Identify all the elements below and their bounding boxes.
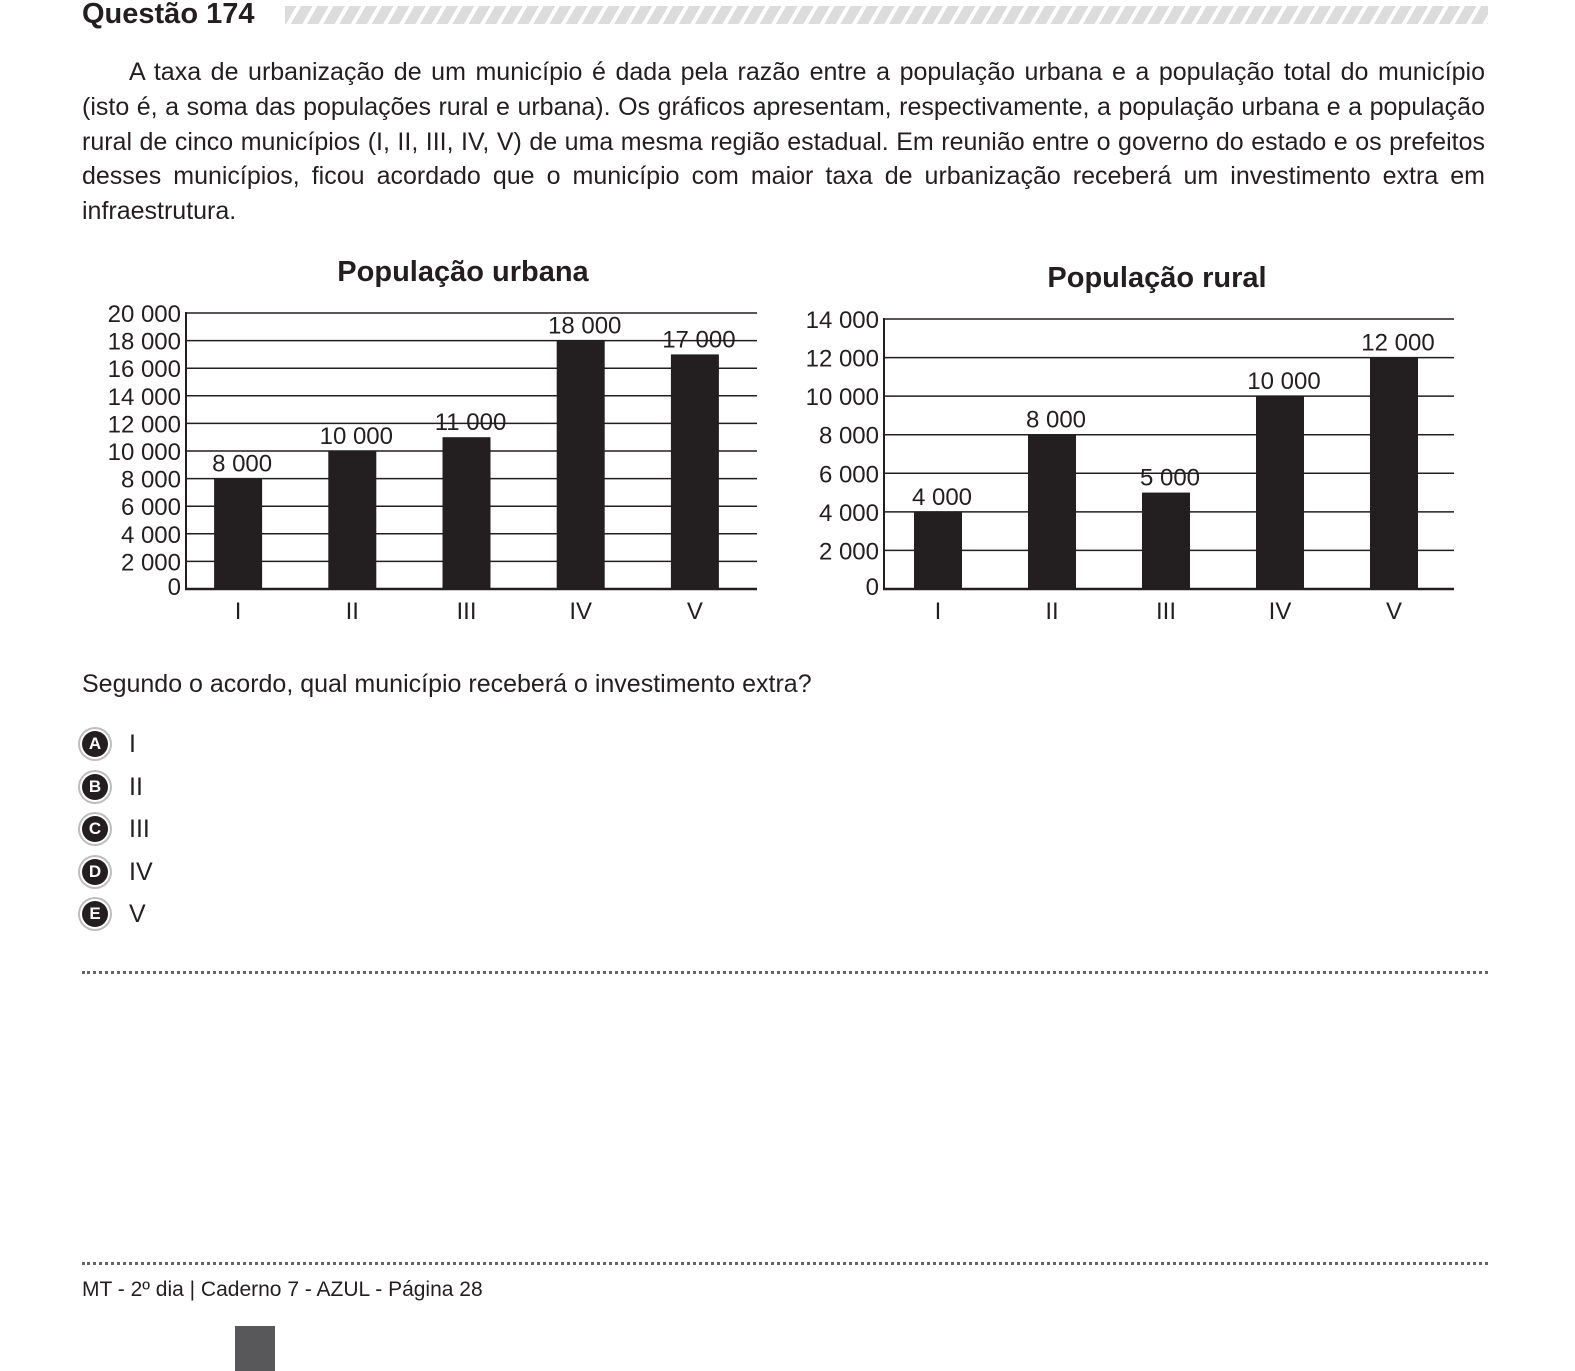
x-tick-label: III [456, 598, 476, 625]
x-tick-label: IV [569, 598, 592, 625]
y-tick-label: 8 000 [121, 467, 181, 494]
option-c[interactable]: C III [82, 813, 153, 856]
x-tick-label: III [1156, 598, 1176, 625]
question-title: Questão 174 [82, 0, 255, 30]
section-divider [82, 971, 1488, 974]
bar-value-label: 5 000 [1140, 465, 1200, 492]
bar [1256, 396, 1304, 589]
y-tick-label: 6 000 [819, 461, 879, 488]
bar [1370, 357, 1418, 589]
bar [214, 478, 263, 589]
x-tick-label: V [687, 598, 703, 625]
x-tick-label: I [235, 598, 242, 625]
x-tick-label: I [935, 598, 942, 625]
option-text: III [129, 815, 150, 843]
x-tick-label: II [346, 598, 359, 625]
bar-value-label: 17 000 [662, 326, 735, 353]
y-tick-label: 0 [866, 574, 879, 601]
y-tick-label: 14 000 [806, 307, 879, 334]
option-b[interactable]: B II [82, 771, 153, 814]
option-text: V [129, 900, 146, 928]
x-tick-label: V [1386, 598, 1402, 625]
chart-title: População urbana [337, 256, 589, 288]
option-letter-badge: B [82, 773, 108, 800]
y-tick-label: 2 000 [819, 538, 879, 565]
option-text: II [129, 772, 143, 801]
bar [670, 354, 719, 589]
y-tick-label: 20 000 [108, 301, 181, 328]
option-letter-badge: D [82, 858, 108, 885]
bar-value-label: 12 000 [1361, 330, 1434, 357]
bar [442, 437, 491, 589]
y-tick-label: 12 000 [806, 346, 879, 373]
bar-value-label: 8 000 [1026, 407, 1086, 434]
y-tick-label: 6 000 [121, 494, 181, 521]
option-text: I [129, 730, 136, 758]
option-d[interactable]: D IV [82, 856, 153, 899]
chart-svg: População rural 0 2 000 4 000 6 000 8 000 10 0… [806, 262, 1454, 625]
y-tick-label: 10 000 [108, 439, 181, 466]
question-prompt: Segundo o acordo, qual município receber… [82, 670, 812, 698]
bar-value-label: 4 000 [912, 484, 972, 511]
y-tick-label: 10 000 [806, 384, 879, 411]
page-marker [235, 1326, 275, 1371]
x-tick-label: II [1045, 598, 1058, 625]
urban-population-chart: População urbana 0 2 000 4 000 6 000 8 000 10 … [95, 250, 765, 635]
option-letter-badge: A [82, 731, 108, 757]
question-stem: A taxa de urbanização de um município é … [82, 58, 1485, 226]
y-tick-label: 16 000 [108, 356, 181, 383]
bar-value-label: 10 000 [320, 423, 393, 450]
bar-value-label: 18 000 [548, 313, 621, 340]
footer-divider [82, 1262, 1488, 1265]
header-stripe [285, 6, 1488, 24]
y-tick-label: 14 000 [108, 384, 181, 411]
option-letter-badge: E [82, 901, 108, 927]
bar [556, 340, 605, 589]
bar-value-label: 11 000 [435, 409, 507, 436]
option-e[interactable]: E V [82, 898, 153, 941]
answer-options: A I B II C III D IV E V [82, 728, 153, 941]
chart-title: População rural [1047, 262, 1266, 294]
option-text: IV [129, 857, 153, 886]
x-tick-label: IV [1269, 598, 1292, 625]
y-tick-label: 4 000 [121, 522, 181, 549]
y-tick-label: 2 000 [121, 549, 181, 576]
y-tick-label: 8 000 [819, 423, 879, 450]
y-tick-label: 4 000 [819, 500, 879, 527]
option-letter-badge: C [82, 816, 108, 842]
y-tick-label: 12 000 [108, 411, 181, 438]
page-footer: MT - 2º dia | Caderno 7 - AZUL - Página … [82, 1278, 483, 1301]
question-header: Questão 174 [82, 0, 1488, 30]
option-a[interactable]: A I [82, 728, 153, 771]
bar [1142, 492, 1190, 589]
bar [1028, 434, 1076, 589]
bar [914, 511, 962, 589]
bar-value-label: 8 000 [212, 451, 272, 478]
rural-population-chart: População rural 0 2 000 4 000 6 000 8 000 10 0… [795, 256, 1460, 641]
bar [328, 451, 377, 589]
y-tick-label: 0 [168, 574, 181, 601]
bar-value-label: 10 000 [1247, 368, 1320, 395]
y-tick-label: 18 000 [108, 329, 181, 356]
